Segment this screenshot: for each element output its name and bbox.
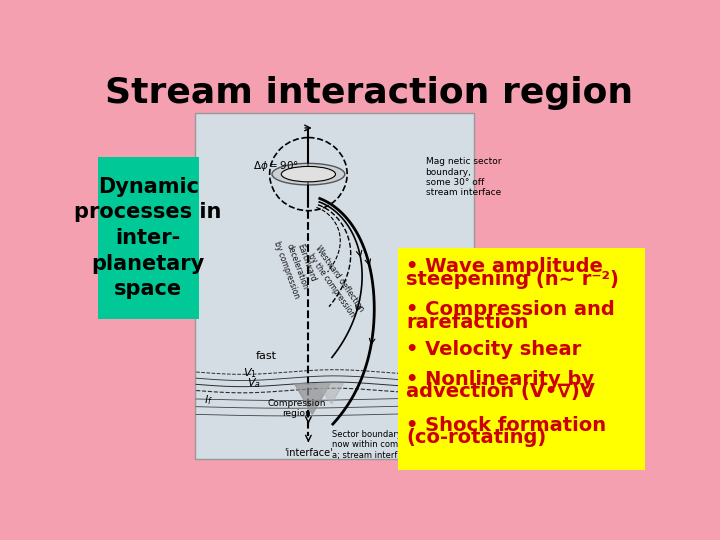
Text: • Compression and: • Compression and: [406, 300, 615, 320]
Text: Stream interaction region: Stream interaction region: [105, 76, 633, 110]
Text: • Shock formation: • Shock formation: [406, 416, 606, 435]
Text: • Nonlinearity by: • Nonlinearity by: [406, 370, 594, 389]
Text: Earthward
deceleration
by compression: Earthward deceleration by compression: [272, 233, 321, 300]
Text: • Velocity shear: • Velocity shear: [406, 340, 582, 360]
Bar: [98, 157, 199, 319]
Text: advection (V•∇)V: advection (V•∇)V: [406, 382, 595, 401]
Text: slow: slow: [426, 359, 451, 369]
Text: Compression
region: Compression region: [268, 399, 326, 418]
Text: $\Delta\phi = 90°$: $\Delta\phi = 90°$: [253, 159, 299, 173]
FancyArrow shape: [477, 343, 503, 356]
Text: $l_f$: $l_f$: [204, 394, 213, 407]
Text: Dynamic
processes in
inter-
planetary
space: Dynamic processes in inter- planetary sp…: [74, 177, 222, 299]
Text: $r_a$: $r_a$: [406, 395, 417, 407]
Text: fast: fast: [256, 351, 276, 361]
Ellipse shape: [282, 166, 336, 182]
Text: steepening (n∼ r⁻²): steepening (n∼ r⁻²): [406, 269, 619, 288]
Polygon shape: [316, 383, 343, 403]
Text: Westward deflection
by the compression: Westward deflection by the compression: [305, 244, 366, 320]
Text: $V_1$: $V_1$: [243, 366, 257, 380]
Text: • Wave amplitude: • Wave amplitude: [406, 257, 603, 276]
Bar: [398, 248, 645, 470]
Text: Sector boundary
now within compression
a; stream interface: Sector boundary now within compression a…: [332, 430, 433, 460]
Text: Mag netic sector
boundary,
some 30° off
stream interface: Mag netic sector boundary, some 30° off …: [426, 157, 501, 198]
FancyArrow shape: [143, 296, 168, 310]
Text: $V_a$: $V_a$: [247, 376, 261, 390]
Text: 'interface': 'interface': [284, 448, 333, 458]
Text: (co-rotating): (co-rotating): [406, 428, 546, 447]
Polygon shape: [294, 383, 330, 414]
Text: rarefaction: rarefaction: [406, 313, 528, 332]
Ellipse shape: [272, 164, 345, 185]
Bar: [194, 112, 474, 459]
